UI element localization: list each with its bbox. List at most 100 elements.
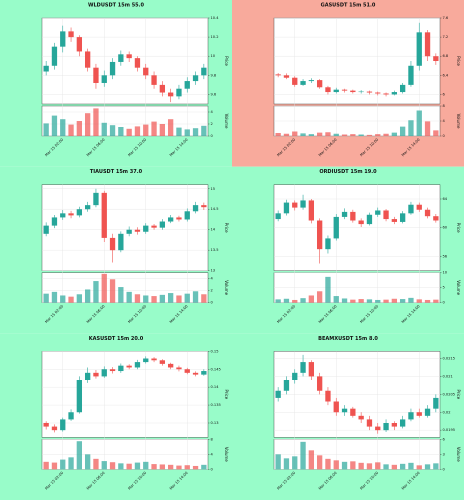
volume-bar — [126, 291, 132, 303]
volume-bar — [366, 134, 373, 136]
candle-body — [391, 92, 398, 95]
candle-body — [383, 93, 389, 95]
volume-bar — [416, 465, 422, 470]
price-plot-area — [273, 17, 441, 105]
candle-body — [416, 204, 422, 210]
y-tick-label: 9.6 — [211, 92, 217, 96]
candle-body — [151, 225, 157, 228]
volume-bar — [51, 291, 58, 303]
volume-bar — [375, 299, 381, 303]
volume-plot-area — [41, 272, 209, 303]
volume-bar — [176, 127, 182, 136]
volume-bar — [126, 463, 132, 470]
volume-bar — [399, 299, 406, 303]
volume-bar — [275, 299, 281, 303]
volume-bar — [308, 450, 315, 470]
volume-bar — [159, 294, 166, 303]
candle-body — [68, 213, 74, 216]
candle-body — [109, 237, 116, 251]
candle-body — [408, 65, 414, 85]
volume-bar — [184, 293, 190, 303]
y-tick-label: 0.0215 — [443, 357, 456, 361]
candle-body — [300, 362, 306, 373]
candle-body — [408, 412, 414, 420]
volume-bar — [143, 461, 149, 470]
volume-bar — [341, 134, 348, 136]
volume-tick-label: 0 — [211, 467, 214, 471]
volume-bar — [192, 291, 199, 303]
y-tick-label: 7.6 — [443, 16, 449, 20]
volume-bar — [68, 124, 74, 136]
volume-bar — [391, 464, 398, 470]
candle-body — [118, 233, 124, 251]
candle-body — [316, 80, 323, 88]
volume-bar — [184, 129, 190, 136]
volume-bar — [391, 132, 398, 136]
candle-body — [51, 46, 58, 66]
candle-body — [283, 75, 290, 78]
volume-bar — [341, 298, 348, 303]
chart-title: WLDUSDT 15m 55.0 — [88, 3, 145, 9]
candle-body — [60, 213, 66, 218]
volume-bar — [93, 108, 99, 136]
y-tick-label: 10.2 — [211, 35, 219, 39]
candle-body — [151, 75, 157, 85]
candle-body — [383, 423, 389, 431]
volume-tick-label: 6 — [443, 437, 446, 441]
y-axis-label: Price — [456, 389, 461, 399]
volume-bar — [416, 299, 422, 303]
candle-body — [416, 32, 422, 66]
volume-bar — [308, 295, 315, 303]
volume-bar — [118, 287, 124, 303]
candle-body — [275, 390, 281, 398]
candle-body — [408, 204, 414, 214]
candle-body — [184, 211, 190, 220]
candle-body — [43, 225, 49, 234]
candle-body — [300, 81, 306, 85]
candle-body — [316, 220, 323, 250]
volume-bar — [51, 462, 58, 470]
candle-body — [424, 32, 431, 57]
volume-bar — [366, 463, 373, 470]
candle-body — [93, 67, 99, 83]
candle-body — [201, 205, 207, 208]
candle-body — [399, 84, 406, 93]
volume-bar — [433, 463, 439, 470]
candle-body — [292, 372, 298, 380]
candle-body — [308, 80, 315, 82]
candle-body — [84, 51, 91, 68]
chart-title: KASUSDT 15m 20.0 — [89, 336, 144, 342]
volume-bar — [43, 293, 49, 303]
volume-axis-label: Volume — [456, 114, 461, 129]
candle-body — [308, 362, 315, 377]
volume-bar — [109, 462, 116, 470]
candle-body — [43, 423, 49, 427]
volume-bar — [358, 299, 364, 303]
candle-body — [325, 238, 331, 250]
candle-body — [391, 219, 398, 222]
volume-tick-label: 0 — [443, 301, 446, 305]
volume-bar — [350, 461, 356, 470]
y-tick-label: 10 — [211, 54, 216, 58]
volume-bar — [433, 130, 439, 136]
candle-body — [184, 81, 190, 89]
candle-body — [383, 210, 389, 220]
volume-bar — [375, 134, 381, 136]
volume-bar — [275, 454, 281, 470]
volume-bar — [118, 463, 124, 470]
candle-body — [43, 65, 49, 72]
volume-bar — [383, 133, 389, 136]
volume-bar — [51, 115, 58, 136]
y-tick-label: 6.8 — [443, 54, 449, 58]
chart-title: ORDIUSDT 15m 19.0 — [319, 169, 377, 175]
candle-body — [333, 89, 339, 93]
candle-body — [118, 54, 124, 62]
candle-body — [350, 211, 356, 221]
candle-body — [333, 401, 339, 413]
volume-bar — [101, 461, 107, 470]
volume-bar — [201, 294, 207, 303]
volume-bar — [151, 464, 157, 470]
volume-bar — [84, 289, 91, 303]
candle-body — [126, 54, 132, 59]
candle-body — [192, 75, 199, 82]
